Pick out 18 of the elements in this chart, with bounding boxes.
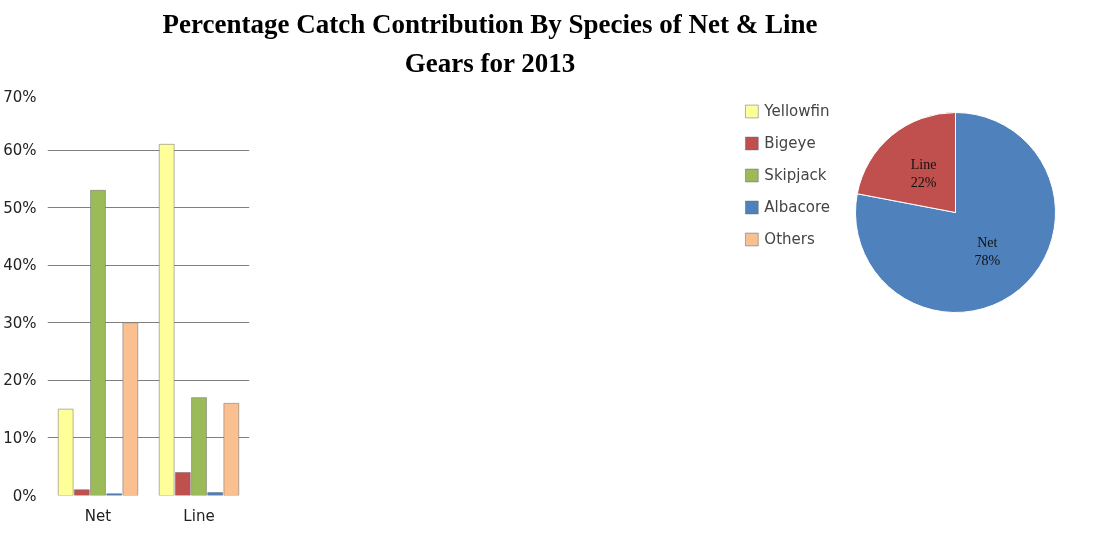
legend-label: Bigeye	[764, 134, 816, 153]
y-tick-label: 40%	[3, 256, 37, 275]
legend-label: Yellowfin	[764, 102, 830, 121]
data-label: 78%	[974, 252, 1001, 268]
y-tick-label: 20%	[3, 371, 37, 390]
legend-label: Others	[764, 230, 815, 249]
slice-label: Line	[910, 157, 937, 173]
y-tick-label: 60%	[3, 141, 37, 160]
legend-label: Albacore	[764, 198, 830, 217]
text: Percentage Catch Contribution By Species of Net & Line Gears for 2013	[161, 8, 819, 80]
legend-label: Skipjack	[764, 166, 827, 185]
slice-label: Net	[977, 234, 998, 250]
y-tick-label: 10%	[3, 429, 37, 448]
y-tick-label: 70%	[3, 87, 37, 106]
y-tick-label: 50%	[3, 198, 37, 217]
y-tick-label: 30%	[3, 313, 37, 332]
data-label: 22%	[910, 175, 937, 191]
y-tick-label: 0%	[12, 486, 37, 505]
